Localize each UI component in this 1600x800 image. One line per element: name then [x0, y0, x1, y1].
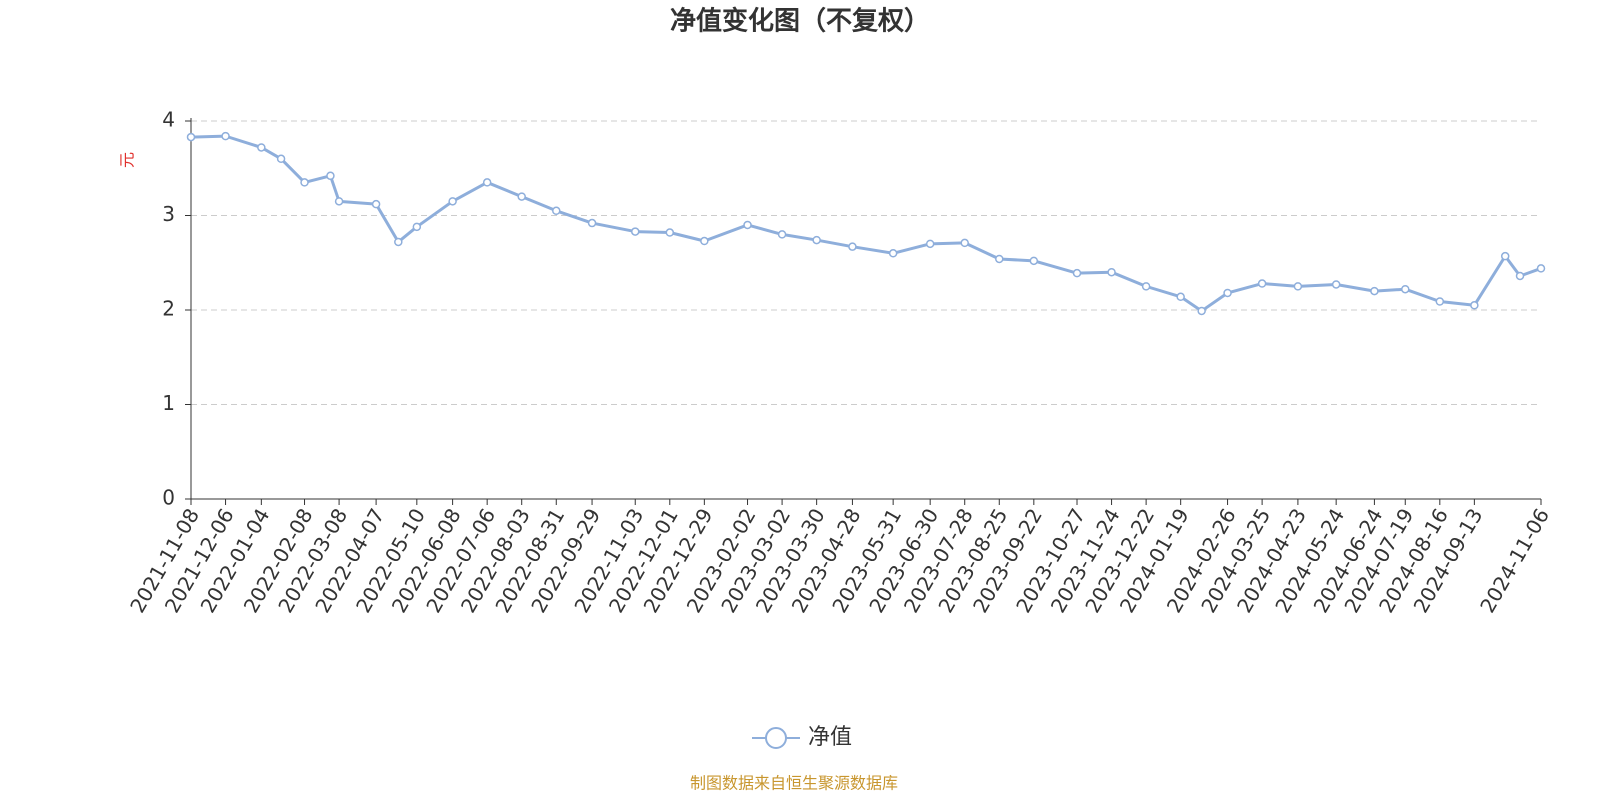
x-tick-label: 2024-11-06	[1475, 504, 1554, 617]
data-point	[1176, 292, 1185, 302]
data-point	[812, 235, 821, 245]
data-point	[1536, 264, 1546, 273]
data-point	[1141, 282, 1151, 291]
data-point	[186, 132, 196, 142]
data-point	[221, 131, 230, 141]
data-point	[1223, 288, 1232, 298]
y-axis-label: 元	[118, 152, 137, 168]
data-point	[552, 206, 561, 216]
chart-title: 净值变化图（不复权）	[670, 6, 930, 37]
data-point	[1293, 282, 1303, 291]
data-point	[1500, 251, 1510, 261]
data-point	[326, 171, 335, 181]
data-point	[665, 228, 675, 237]
y-tick-label: 1	[162, 391, 175, 415]
data-point	[1107, 267, 1116, 277]
data-point	[1370, 286, 1379, 296]
y-tick-label: 4	[162, 108, 175, 132]
data-point	[925, 239, 935, 249]
data-point	[630, 227, 640, 236]
data-point	[1470, 301, 1479, 310]
data-point	[1029, 256, 1039, 266]
source-note: 制图数据来自恒生聚源数据库	[690, 774, 898, 793]
data-point	[334, 197, 344, 206]
data-point	[1515, 271, 1525, 281]
data-point	[482, 178, 492, 187]
data-point	[257, 143, 266, 152]
y-tick-label: 3	[162, 202, 175, 226]
data-point	[1072, 268, 1082, 278]
data-point	[743, 220, 752, 230]
data-point	[960, 238, 969, 248]
data-point	[371, 199, 381, 209]
data-point	[300, 178, 309, 187]
data-point	[1197, 306, 1206, 316]
data-point	[1257, 279, 1267, 288]
data-point	[394, 237, 403, 247]
legend-marker	[765, 727, 787, 749]
data-point	[517, 192, 526, 201]
legend-label: 净值	[808, 725, 852, 750]
data-point	[448, 197, 457, 206]
data-point	[700, 236, 709, 246]
data-point	[995, 254, 1004, 264]
y-tick-label: 2	[162, 297, 175, 321]
data-point	[1331, 280, 1341, 289]
data-point	[888, 249, 898, 258]
data-point	[412, 222, 422, 232]
data-point	[777, 230, 787, 239]
data-point	[848, 242, 857, 251]
data-point	[587, 218, 597, 228]
data-point	[276, 154, 286, 164]
data-point	[1401, 284, 1410, 294]
data-point	[1435, 297, 1445, 306]
y-tick-label: 0	[162, 486, 175, 510]
